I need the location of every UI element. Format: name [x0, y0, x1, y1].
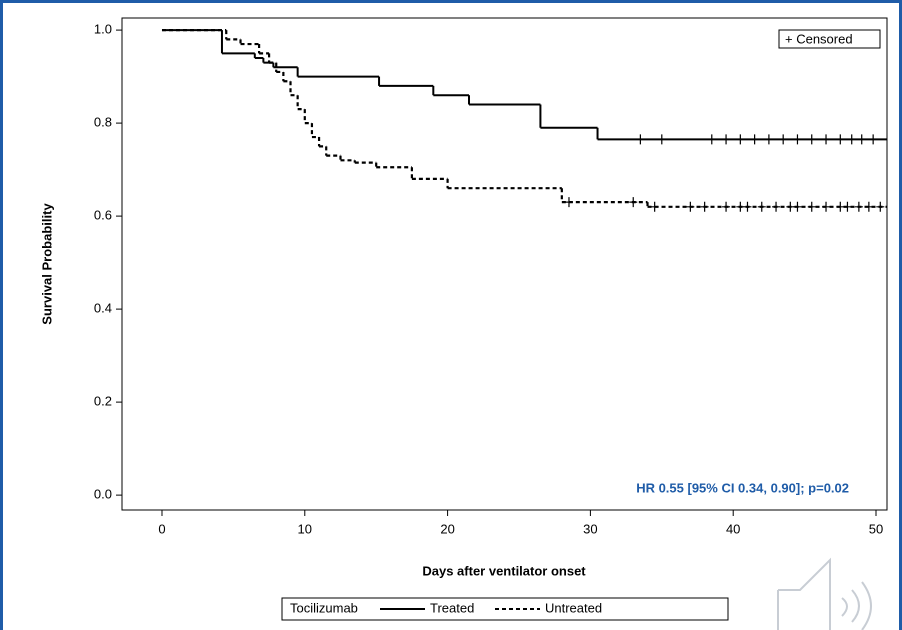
x-tick-label: 10 [298, 521, 312, 536]
censor-mark [722, 134, 731, 145]
censor-mark [822, 201, 831, 212]
censor-mark [636, 134, 645, 145]
censor-mark [764, 134, 773, 145]
censor-mark [657, 134, 666, 145]
x-tick-label: 0 [158, 521, 165, 536]
y-tick-label: 0.2 [94, 394, 112, 409]
censor-mark [779, 134, 788, 145]
censor-mark [650, 201, 659, 212]
plot-area [121, 17, 888, 511]
censor-mark [750, 134, 759, 145]
censor-mark [707, 134, 716, 145]
legend-title: Tocilizumab [290, 600, 358, 615]
x-axis-label: Days after ventilator onset [422, 563, 586, 578]
censor-mark [857, 134, 866, 145]
censor-mark [876, 201, 885, 212]
censor-mark [864, 201, 873, 212]
censor-mark [854, 201, 863, 212]
censor-mark [836, 134, 845, 145]
censor-mark [686, 201, 695, 212]
censor-mark [822, 134, 831, 145]
censor-mark [700, 201, 709, 212]
censored-legend-box [778, 29, 881, 49]
y-tick-label: 1.0 [94, 22, 112, 37]
x-tick-label: 20 [440, 521, 454, 536]
y-tick-label: 0.0 [94, 487, 112, 502]
y-tick-label: 0.4 [94, 301, 112, 316]
censored-legend: + Censored [785, 31, 853, 46]
annotation: HR 0.55 [95% CI 0.34, 0.90]; p=0.02 [636, 480, 849, 495]
legend-label: Treated [430, 600, 474, 615]
x-tick-label: 50 [869, 521, 883, 536]
censor-mark [869, 134, 878, 145]
speaker-icon [777, 557, 872, 630]
censor-mark [836, 201, 845, 212]
y-tick-label: 0.6 [94, 208, 112, 223]
censor-mark [772, 201, 781, 212]
censor-mark [736, 134, 745, 145]
legend-label: Untreated [545, 600, 602, 615]
censor-mark [807, 201, 816, 212]
x-tick-label: 30 [583, 521, 597, 536]
censor-mark [793, 201, 802, 212]
censor-mark [736, 201, 745, 212]
censor-mark [757, 201, 766, 212]
censor-mark [564, 197, 573, 208]
censor-mark [786, 201, 795, 212]
censor-mark [807, 134, 816, 145]
censor-mark [722, 201, 731, 212]
censor-mark [847, 134, 856, 145]
x-tick-label: 40 [726, 521, 740, 536]
y-axis-label: Survival Probability [39, 203, 54, 325]
censor-mark [843, 201, 852, 212]
censor-mark [629, 197, 638, 208]
censor-mark [793, 134, 802, 145]
y-tick-label: 0.8 [94, 115, 112, 130]
censor-mark [743, 201, 752, 212]
